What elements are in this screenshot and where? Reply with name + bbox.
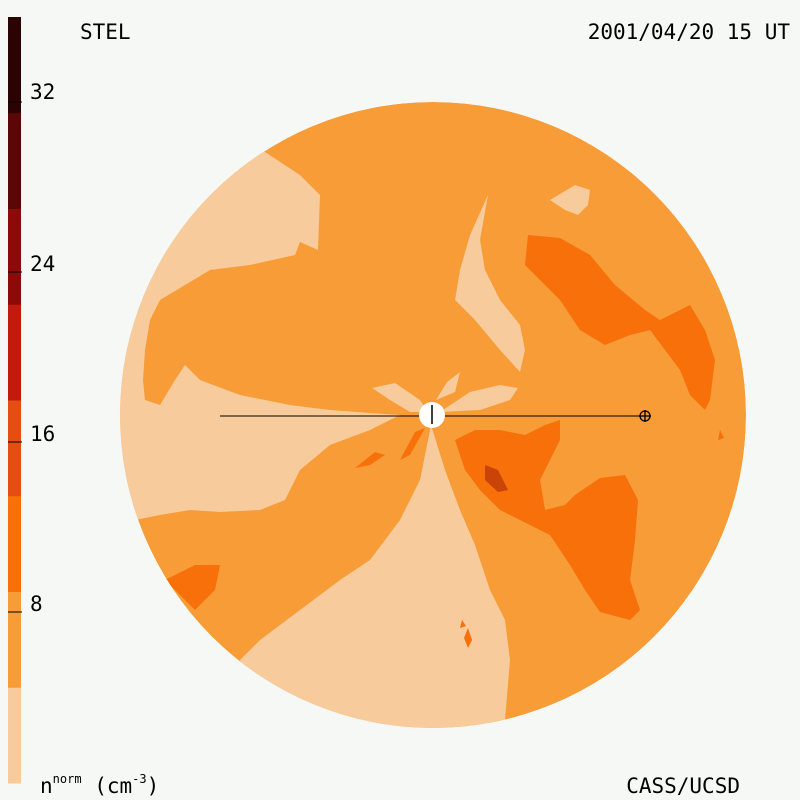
colorbar-segment — [8, 400, 21, 497]
region-medium-streak-1 — [355, 452, 385, 468]
colorbar-segment — [8, 304, 21, 401]
unit-paren: (cm — [94, 774, 133, 798]
region-light-north-lobe — [455, 195, 525, 372]
region-medium-streak-2 — [400, 428, 425, 460]
region-light-south — [240, 425, 510, 728]
unit-exp: -3 — [132, 772, 147, 786]
region-medium-spot-2 — [460, 620, 466, 628]
petal-upper — [436, 372, 460, 400]
region-light-north-small — [550, 185, 590, 215]
instrument-label: STEL — [80, 20, 131, 44]
colorbar-segment — [8, 112, 21, 209]
timestamp: 2001/04/20 15 UT — [587, 20, 790, 44]
colorbar-segment — [8, 208, 21, 305]
colorbar-segment — [8, 591, 21, 688]
region-medium-west — [165, 565, 220, 610]
region-medium-northeast — [525, 235, 715, 410]
colorbar-tick-16: 16 — [30, 422, 56, 446]
region-dark-core — [485, 465, 508, 492]
colorbar — [8, 17, 22, 784]
unit-base: n — [40, 774, 53, 798]
colorbar-segment — [8, 687, 21, 784]
petal-left — [372, 383, 428, 412]
colorbar-tick-24: 24 — [30, 252, 56, 276]
colorbar-segment — [8, 495, 21, 592]
region-medium-spot-1 — [718, 430, 724, 440]
region-medium-east — [455, 420, 640, 620]
region-medium-spot-3 — [464, 628, 472, 648]
colorbar-tick-32: 32 — [30, 80, 56, 104]
unit-label: nnorm (cm-3) — [40, 772, 159, 798]
credit-label: CASS/UCSD — [626, 774, 740, 798]
unit-sup: norm — [52, 772, 82, 786]
colorbar-segment — [8, 17, 21, 114]
petal-right — [440, 385, 518, 412]
colorbar-tick-8: 8 — [30, 592, 43, 616]
unit-close: ) — [146, 774, 160, 798]
